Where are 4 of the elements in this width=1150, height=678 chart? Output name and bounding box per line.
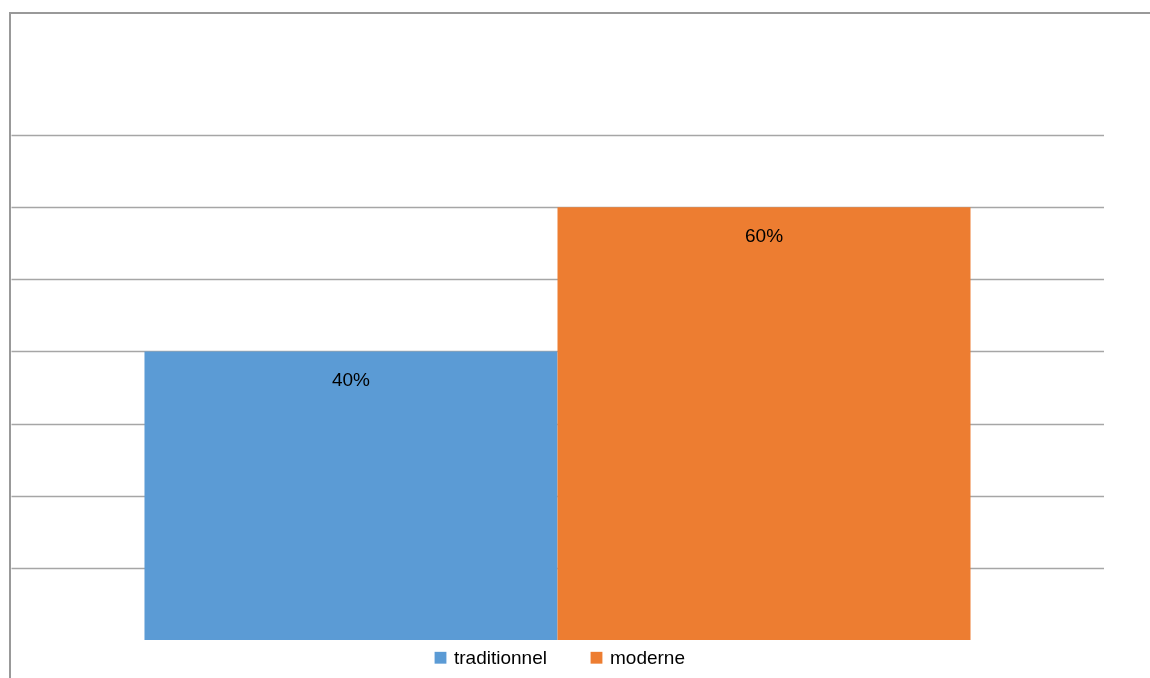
legend-label: moderne (610, 646, 685, 668)
legend-label: traditionnel (454, 646, 547, 668)
data-label: 60% (744, 225, 784, 247)
data-label: 40% (331, 369, 371, 391)
